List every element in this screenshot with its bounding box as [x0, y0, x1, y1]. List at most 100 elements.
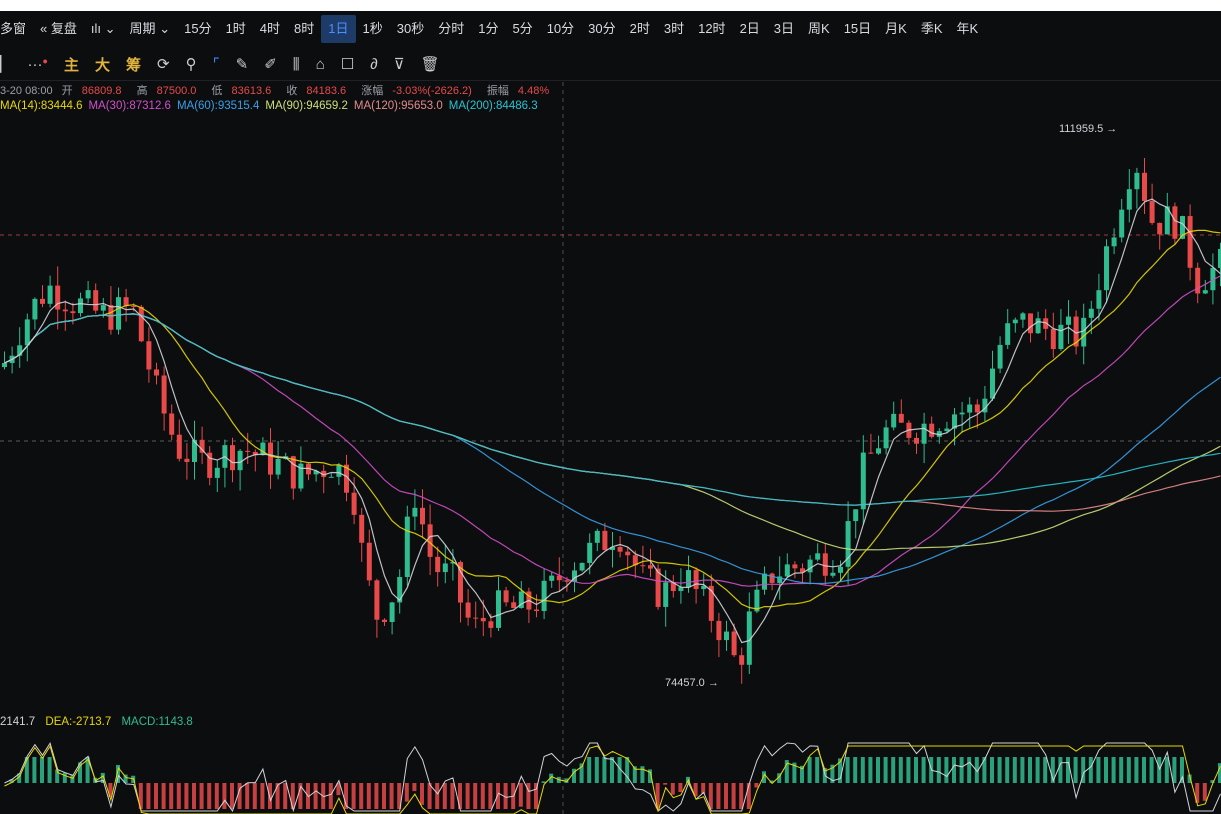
- macd-bar: [435, 783, 440, 809]
- magnet-icon[interactable]: ∂: [370, 55, 378, 73]
- panel-toggle-icon[interactable]: ▏: [0, 56, 12, 73]
- candle-body: [32, 298, 38, 320]
- macd-bar: [572, 768, 576, 783]
- macd-bar: [1187, 774, 1192, 783]
- macd-bar: [1202, 783, 1207, 801]
- period-option[interactable]: 10分: [546, 21, 575, 36]
- notification-dot-icon: ●: [42, 55, 48, 66]
- period-option[interactable]: 8时: [294, 21, 315, 36]
- candle-body: [214, 467, 220, 478]
- period-option[interactable]: 2时: [629, 21, 650, 36]
- candle-body: [807, 559, 813, 573]
- candle-body: [374, 580, 380, 620]
- trash-icon[interactable]: 🗑: [420, 56, 440, 73]
- period-option[interactable]: 2日: [739, 21, 760, 36]
- macd-bar: [161, 783, 166, 809]
- macd-bar: [534, 783, 538, 809]
- period-option[interactable]: 周K: [808, 21, 830, 36]
- candle-body: [473, 617, 479, 619]
- adjust-button[interactable]: « 复盘: [33, 15, 84, 43]
- open-label: 开: [61, 85, 73, 97]
- macd-bar: [169, 783, 174, 809]
- period-option[interactable]: 15日: [843, 21, 872, 36]
- period-option[interactable]: 4时: [259, 21, 281, 36]
- macd-bar: [24, 757, 29, 783]
- macd-bar: [853, 757, 858, 783]
- period-option[interactable]: 30分: [588, 21, 616, 36]
- macd-bar: [290, 783, 295, 809]
- macd-bar: [982, 757, 987, 783]
- candle-body: [1119, 209, 1125, 238]
- big-button[interactable]: 大: [95, 56, 111, 74]
- candle-body: [1043, 318, 1049, 329]
- period-option[interactable]: 1日: [321, 15, 356, 43]
- period-option[interactable]: 1时: [225, 21, 246, 36]
- macd-bar: [708, 783, 713, 809]
- macd-bar: [374, 783, 379, 809]
- candle-body: [154, 369, 159, 376]
- close-value: 84183.6: [306, 85, 347, 97]
- period-option[interactable]: 5分: [512, 21, 533, 36]
- period-option[interactable]: 3时: [663, 21, 685, 36]
- switch-icon[interactable]: ⟳: [157, 56, 170, 73]
- period-option[interactable]: 3日: [773, 21, 795, 36]
- candle-body: [328, 476, 334, 478]
- macd-bar: [123, 774, 128, 783]
- candle-body: [359, 514, 365, 543]
- filter-icon[interactable]: ⊽: [393, 56, 405, 73]
- candles-icon[interactable]: ⫼: [292, 55, 300, 73]
- low-group: 低 83613.6: [211, 85, 277, 97]
- candle-body: [1073, 316, 1079, 347]
- candle-body: [556, 575, 562, 581]
- macd-bar: [587, 757, 592, 783]
- macd-bar: [298, 783, 303, 809]
- bracket-icon[interactable]: ⌜: [212, 56, 220, 73]
- period-option[interactable]: 分时: [438, 21, 465, 36]
- candle-body: [2, 363, 7, 368]
- candle-body: [602, 530, 608, 551]
- period-option[interactable]: 30秒: [396, 21, 425, 36]
- period-option[interactable]: 季K: [920, 21, 943, 36]
- candle-body: [207, 452, 213, 478]
- macd-bar: [450, 783, 455, 809]
- note-icon[interactable]: ⌂: [315, 55, 325, 73]
- multiwindow-button[interactable]: 多窗: [0, 21, 27, 36]
- period-option[interactable]: 12时: [698, 21, 726, 36]
- macd-bar: [952, 757, 956, 783]
- candle-body: [974, 404, 980, 413]
- chart-type-dropdown[interactable]: ılı ⌄: [84, 15, 123, 43]
- macd-bar: [640, 766, 645, 783]
- macd-bar: [473, 783, 478, 809]
- pen-icon[interactable]: ✐: [264, 56, 277, 73]
- macd-bar: [176, 783, 181, 809]
- candle-body: [404, 516, 410, 578]
- edit-icon[interactable]: ☐: [340, 56, 355, 73]
- ohlc-info: 3-20 08:00 开 86809.8 高 87500.0 低 83613.6…: [0, 82, 561, 98]
- more-button[interactable]: ···●: [20, 56, 56, 73]
- period-option[interactable]: 月K: [885, 21, 907, 36]
- period-option[interactable]: 1分: [478, 21, 499, 36]
- open-group: 开 86809.8: [62, 85, 128, 97]
- macd-bar: [359, 783, 364, 809]
- period-option[interactable]: 15分: [184, 21, 212, 36]
- ruler-icon[interactable]: ✎: [235, 56, 249, 73]
- bars-icon: ılı: [90, 21, 102, 36]
- candle-body: [891, 413, 897, 428]
- ma-legend-item: MA(30):87312.6: [88, 100, 171, 112]
- macd-bar: [526, 783, 531, 809]
- macd-legend: 2141.7 DEA:-2713.7 MACD:1143.8: [0, 716, 200, 732]
- paint-icon[interactable]: ⚲: [185, 56, 197, 73]
- macd-dea-line: [4, 744, 1221, 814]
- period-dropdown[interactable]: 周期 ⌄: [123, 15, 178, 43]
- candle-body: [298, 463, 304, 489]
- low-price-label: 74457.0 →: [665, 677, 719, 689]
- chips-button[interactable]: 筹: [126, 56, 142, 74]
- candle-body: [952, 414, 957, 429]
- period-option[interactable]: 1秒: [362, 21, 383, 36]
- candle-body: [990, 368, 995, 399]
- candle-body: [632, 555, 638, 566]
- main-indicator-button[interactable]: 主: [63, 56, 79, 74]
- macd-dif: 2141.7: [0, 716, 36, 728]
- period-option[interactable]: 年K: [956, 21, 979, 36]
